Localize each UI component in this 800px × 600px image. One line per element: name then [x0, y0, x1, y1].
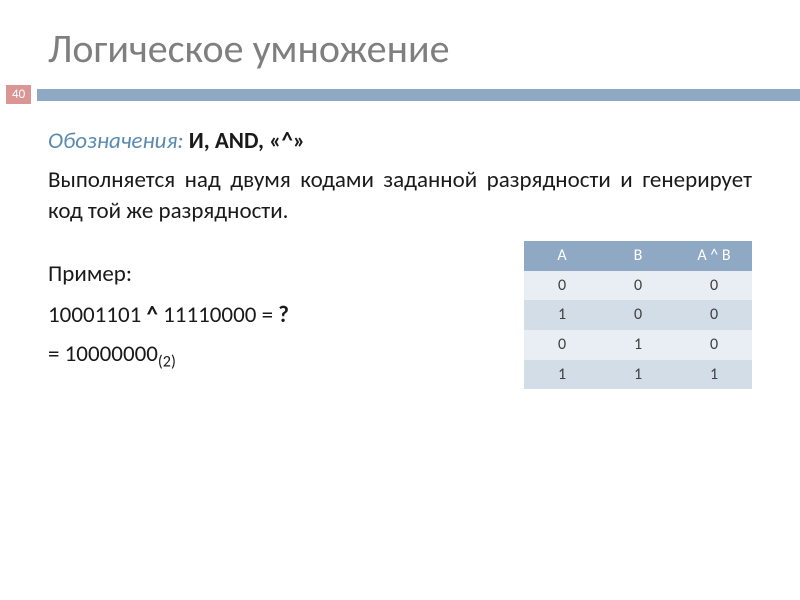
notation-value: И, AND, «^» [184, 127, 306, 155]
notation-label: Обозначения: [48, 127, 184, 155]
cell: 0 [600, 300, 676, 330]
cell: 1 [524, 300, 600, 330]
table-row: 0 1 0 [524, 330, 752, 360]
col-result: A ^ B [676, 241, 752, 271]
operand-1: 10001101 [48, 301, 146, 329]
result-value: = 10000000 [48, 340, 158, 368]
truth-table: A B A ^ B 0 0 0 1 0 0 [524, 241, 752, 389]
slide-title: Логическое умножение [48, 24, 752, 73]
cell: 1 [600, 360, 676, 390]
cell: 0 [524, 330, 600, 360]
cell: 0 [600, 271, 676, 301]
cell: 0 [676, 271, 752, 301]
cell: 1 [676, 360, 752, 390]
example-expression: 10001101 ^ 11110000 = ? [48, 300, 500, 331]
cell: 1 [524, 360, 600, 390]
title-rule: 40 [0, 85, 800, 104]
table-row: 1 0 0 [524, 300, 752, 330]
description-text: Выполняется над двумя кодами заданной ра… [48, 165, 752, 227]
cell: 0 [676, 300, 752, 330]
table-header-row: A B A ^ B [524, 241, 752, 271]
col-b: B [600, 241, 676, 271]
table-row: 1 1 1 [524, 360, 752, 390]
table-row: 0 0 0 [524, 271, 752, 301]
cell: 0 [676, 330, 752, 360]
operator-caret: ^ [146, 301, 157, 329]
col-a: A [524, 241, 600, 271]
cell: 0 [524, 271, 600, 301]
page-number-badge: 40 [6, 85, 31, 104]
notation-line: Обозначения: И, AND, «^» [48, 126, 752, 157]
example-block: Пример: 10001101 ^ 11110000 = ? = 100000… [48, 259, 500, 381]
example-result: = 10000000(2) [48, 339, 500, 373]
operand-2: 11110000 = [158, 301, 278, 329]
question-mark: ? [278, 301, 289, 329]
result-subscript: (2) [158, 353, 176, 372]
divider-rule [37, 89, 800, 101]
example-label: Пример: [48, 259, 500, 290]
cell: 1 [600, 330, 676, 360]
